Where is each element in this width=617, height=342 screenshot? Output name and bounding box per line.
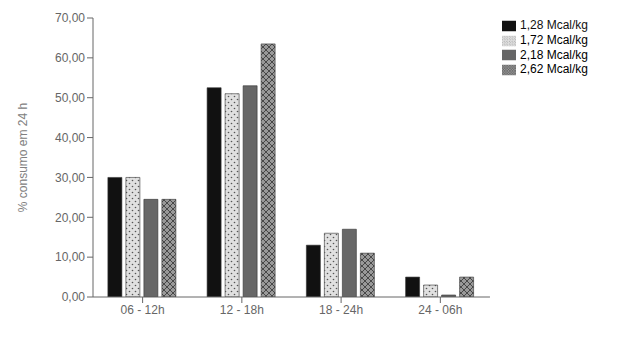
svg-text:24 - 06h: 24 - 06h [418, 303, 462, 317]
svg-text:40,00: 40,00 [55, 131, 85, 145]
svg-text:20,00: 20,00 [55, 211, 85, 225]
svg-text:12 - 18h: 12 - 18h [220, 303, 264, 317]
svg-text:% consumo em 24 h: % consumo em 24 h [16, 103, 30, 212]
svg-text:0,00: 0,00 [62, 290, 86, 304]
html-text:2,62 Mcal/kg: 2,62 Mcal/kg [520, 62, 588, 77]
svg-text:10,00: 10,00 [55, 250, 85, 264]
html-text:1,28 Mcal/kg: 1,28 Mcal/kg [520, 18, 588, 32]
svg-text:60,00: 60,00 [55, 51, 85, 65]
svg-text:18 - 24h: 18 - 24h [319, 303, 363, 317]
html-text:1,72 Mcal/kg: 1,72 Mcal/kg [520, 32, 588, 47]
svg-text:50,00: 50,00 [55, 91, 85, 105]
html-text:2,18 Mcal/kg: 2,18 Mcal/kg [520, 47, 588, 62]
svg-text:30,00: 30,00 [55, 171, 85, 185]
svg-text:70,00: 70,00 [55, 11, 85, 25]
svg-text:06 - 12h: 06 - 12h [121, 303, 165, 317]
